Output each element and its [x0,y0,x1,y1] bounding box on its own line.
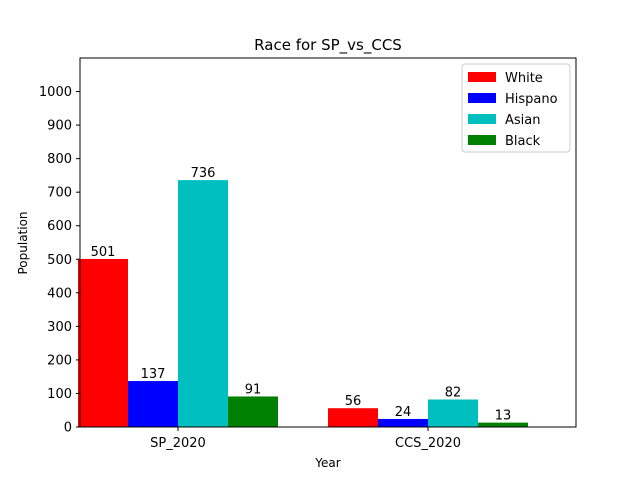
legend-label-white: White [505,71,543,86]
legend-label-asian: Asian [505,113,540,128]
data-label: 501 [91,245,116,260]
legend-swatch-hispano [468,93,496,103]
data-label: 56 [345,394,362,409]
data-label: 13 [495,409,512,424]
bar-hispano-ccs_2020 [378,418,428,427]
y-tick-label: 900 [47,119,72,134]
legend-box [461,63,571,153]
bar-asian-sp_2020 [178,180,228,427]
bar-black-sp_2020 [228,396,278,427]
y-tick-label: 300 [47,320,72,335]
plot-area: 501 56 137 24 736 82 91 13 0 100 200 300 400 500 600 70… [39,57,577,451]
x-tick-label: SP_2020 [150,436,206,451]
data-label: 137 [141,367,166,382]
plot-frame [79,57,577,428]
x-tick-label: CCS_2020 [395,436,461,451]
y-tick-label: 1000 [39,85,72,100]
legend: White Hispano Asian Black [461,63,571,153]
y-tick-label: 800 [47,152,72,167]
legend-label-hispano: Hispano [505,92,558,107]
bar-asian-ccs_2020 [428,399,478,427]
y-tick-label: 500 [47,253,72,268]
chart-title: Race for SP_vs_CCS [254,36,402,55]
bar-white-sp_2020 [78,258,128,427]
y-axis-label: Population [16,211,30,274]
data-label: 24 [395,405,412,420]
y-tick-label: 700 [47,186,72,201]
y-tick-label: 400 [47,286,72,301]
bar-white-ccs_2020 [328,408,378,427]
legend-swatch-asian [468,114,496,124]
legend-swatch-black [468,135,496,145]
data-label: 82 [445,385,462,400]
y-tick-label: 100 [47,387,72,402]
data-label: 91 [245,382,262,397]
legend-label-black: Black [505,134,541,149]
y-tick-label: 600 [47,219,72,234]
x-axis-label: Year [314,456,340,470]
y-tick-label: 0 [64,421,72,436]
bar-hispano-sp_2020 [128,381,178,427]
legend-swatch-white [468,72,496,82]
data-label: 736 [191,166,216,181]
bar-black-ccs_2020 [478,422,528,427]
y-tick-label: 200 [47,353,72,368]
